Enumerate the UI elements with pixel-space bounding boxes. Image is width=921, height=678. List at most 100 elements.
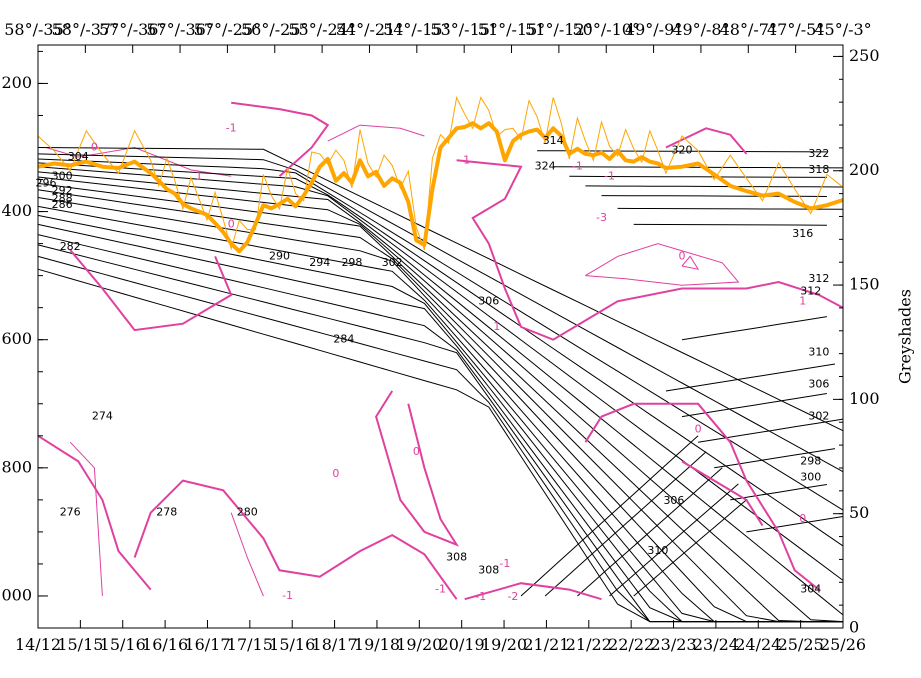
pink-thick-contour xyxy=(375,390,460,547)
pink-thin-contour xyxy=(585,243,740,286)
isentrope-line xyxy=(37,223,843,623)
isentrope-line xyxy=(681,393,827,418)
isentrope-line xyxy=(601,195,827,197)
isentrope-line xyxy=(37,176,844,623)
pink-contour-label: 0 xyxy=(679,249,686,262)
pink-contour-label: 0 xyxy=(799,512,806,525)
isentrope-line xyxy=(37,234,843,623)
isentrope-label: 306 xyxy=(478,294,499,307)
plot-frame xyxy=(37,44,844,629)
isentrope-line xyxy=(681,316,827,341)
pink-contour-label: -1 xyxy=(499,557,510,570)
pink-contour-label: -1 xyxy=(572,160,583,173)
isentrope-line xyxy=(577,467,723,597)
isentrope-line xyxy=(609,483,739,597)
isentrope-label: 304 xyxy=(68,150,89,163)
bottom-tick-label: 19/20 xyxy=(481,635,527,654)
isentrope-label: 280 xyxy=(237,506,258,519)
left-tick-label: 600 xyxy=(1,329,32,348)
top-tick-label: 57°/-36° xyxy=(146,20,214,39)
pink-thick-contours xyxy=(37,101,844,601)
bottom-tick-label: 15/16 xyxy=(100,635,146,654)
isentrope-label: 316 xyxy=(792,227,813,240)
isentrope-line xyxy=(37,214,843,623)
isentrope-line xyxy=(633,499,747,597)
isentrope-label: 288 xyxy=(52,192,73,205)
isentrope-line xyxy=(37,197,843,623)
isentrope-label: 300 xyxy=(52,169,73,182)
isentrope-label: 300 xyxy=(800,470,821,483)
pink-thick-contour xyxy=(37,434,152,591)
isentrope-line xyxy=(37,158,844,511)
isentrope-label: 294 xyxy=(309,256,330,269)
isentrope-label: 276 xyxy=(60,506,81,519)
pink-contour-label: 0 xyxy=(332,467,339,480)
bottom-tick-label: 19/18 xyxy=(354,635,400,654)
isentrope-label: 282 xyxy=(60,240,81,253)
pink-thick-contour xyxy=(584,402,820,591)
bottom-tick-label: 16/17 xyxy=(184,635,230,654)
isentrope-label: 278 xyxy=(156,506,177,519)
isentrope-label: 306 xyxy=(663,494,684,507)
pink-contour-label: -1 xyxy=(459,153,470,166)
top-tick-label: 49°/-9° xyxy=(625,20,682,39)
pink-contour-label: -1 xyxy=(282,589,293,602)
right-tick-label: 50 xyxy=(849,503,869,522)
isentrope-label: 314 xyxy=(543,134,564,147)
isentrope-line xyxy=(730,484,827,501)
left-tick-label: 800 xyxy=(1,457,32,476)
right-tick-label: 100 xyxy=(849,389,880,408)
isentrope-line xyxy=(544,451,707,597)
pink-contour-label: -3 xyxy=(596,211,607,224)
isentrope-line xyxy=(520,435,699,597)
pink-contour-label: 1 xyxy=(799,294,806,307)
isentrope-label: 290 xyxy=(269,249,290,262)
isentrope-label: 298 xyxy=(800,454,821,467)
right-axis-label: Greyshades xyxy=(896,289,915,384)
top-tick-label: 58°/-35° xyxy=(4,20,72,39)
top-tick-label: 54°/-15° xyxy=(383,20,451,39)
pink-thin-contour xyxy=(327,124,425,142)
isentrope-line xyxy=(37,162,844,547)
pink-contour-label: 1 xyxy=(493,320,500,333)
isentrope-label: 310 xyxy=(808,346,829,359)
bottom-tick-label: 23/24 xyxy=(693,635,739,654)
bottom-tick-label: 21/22 xyxy=(566,635,612,654)
isentrope-line xyxy=(714,448,836,469)
right-tick-label: 250 xyxy=(849,46,880,65)
isentrope-label: 324 xyxy=(535,160,556,173)
isentrope-line xyxy=(665,363,836,392)
pink-contour-label: 1 xyxy=(196,169,203,182)
isentrope-line xyxy=(37,189,843,623)
top-tick-label: 57°/-25° xyxy=(194,20,262,39)
isentrope-label: 308 xyxy=(446,551,467,564)
bottom-tick-label: 18/17 xyxy=(312,635,358,654)
isentrope-label: 298 xyxy=(341,256,362,269)
bottom-tick-label: 22/22 xyxy=(608,635,654,654)
orange-thin-line xyxy=(37,95,844,251)
isentrope-line xyxy=(37,147,844,432)
top-tick-label: 50°/-10° xyxy=(572,20,640,39)
bottom-tick-label: 15/15 xyxy=(57,635,103,654)
bottom-tick-label: 21/21 xyxy=(523,635,569,654)
top-tick-label: 53°/-15° xyxy=(430,20,498,39)
pink-contour-label: 0 xyxy=(228,217,235,230)
isentrope-label: 286 xyxy=(52,198,73,211)
bottom-tick-label: 25/25 xyxy=(778,635,824,654)
isentrope-label: 308 xyxy=(478,563,499,576)
isentrope-line xyxy=(537,150,827,153)
isentrope-label: 310 xyxy=(647,544,668,557)
pink-thick-contour xyxy=(464,582,602,601)
isentrope-label: 304 xyxy=(800,583,821,596)
pink-thick-contour xyxy=(69,249,233,332)
isentrope-line xyxy=(37,171,844,616)
right-tick-label: 200 xyxy=(849,160,880,179)
top-tick-label: 49°/-8° xyxy=(672,20,729,39)
isentrope-line xyxy=(37,153,844,473)
pink-thin-contour xyxy=(45,146,232,177)
bottom-tick-label: 19/20 xyxy=(396,635,442,654)
left-tick-label: 200 xyxy=(1,73,32,92)
pink-contour-label: -1 xyxy=(475,590,486,603)
isentrope-line xyxy=(585,185,844,188)
bottom-tick-label: 25/26 xyxy=(820,635,866,654)
